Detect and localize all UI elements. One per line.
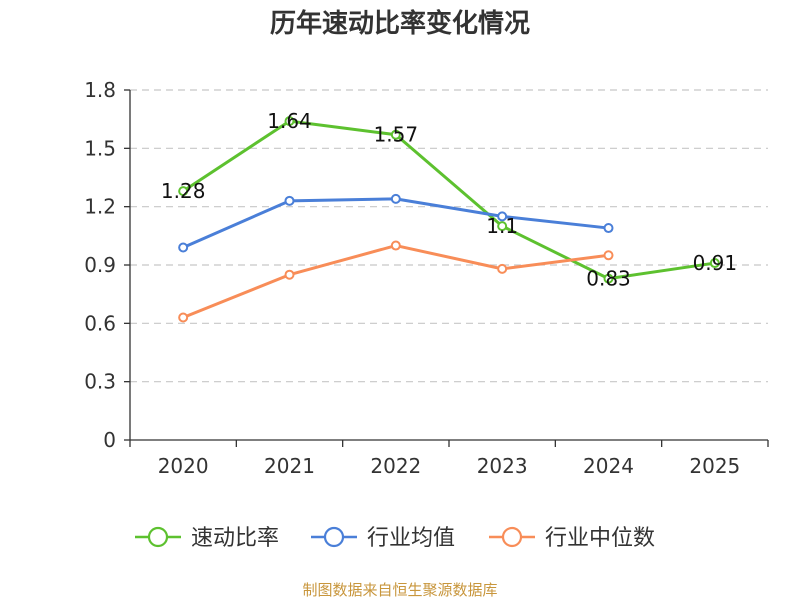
data-labels: 1.28 1.64 1.57 1.1 0.83 0.91 [161, 109, 737, 291]
data-label: 1.28 [161, 179, 206, 203]
data-point [390, 129, 401, 140]
x-tick-label: 2023 [477, 454, 528, 478]
x-tick-label: 2022 [370, 454, 421, 478]
x-tick-label: 2021 [264, 454, 315, 478]
y-tick-label: 1.8 [84, 78, 116, 102]
x-tick-label: 2024 [583, 454, 634, 478]
grid [130, 89, 768, 383]
data-point [284, 269, 295, 280]
y-tick-label: 1.2 [84, 195, 116, 219]
data-point [497, 211, 508, 222]
data-label: 0.91 [693, 251, 738, 275]
data-point [284, 116, 295, 127]
data-point [603, 273, 614, 284]
data-point [390, 240, 401, 251]
data-point [603, 250, 614, 261]
data-label: 1.64 [267, 109, 312, 133]
data-point [178, 242, 189, 253]
legend-marker-icon [501, 526, 523, 548]
legend-item-1[interactable]: 行业均值 [311, 526, 455, 551]
data-point [497, 263, 508, 274]
x-tick-label: 2025 [689, 454, 740, 478]
data-label: 0.83 [586, 267, 631, 291]
data-label: 1.57 [374, 123, 419, 147]
y-tick-label: 0.3 [84, 370, 116, 394]
legend-item-2[interactable]: 行业中位数 [489, 526, 655, 551]
series-line-0 [181, 119, 717, 281]
source-note: 制图数据来自恒生聚源数据库 [302, 581, 497, 599]
data-point [178, 312, 189, 323]
data-point [709, 258, 720, 269]
data-point [497, 221, 508, 232]
legend-label: 行业中位数 [545, 526, 655, 551]
legend-item-0[interactable]: 速动比率 [135, 526, 279, 551]
x-tick-label: 2020 [158, 454, 209, 478]
legend: 速动比率 行业均值 行业中位数 [135, 526, 655, 551]
data-point [284, 195, 295, 206]
legend-label: 速动比率 [191, 526, 279, 551]
series-line-2 [181, 244, 610, 319]
y-tick-label: 0 [103, 428, 116, 452]
y-tick-label: 0.6 [84, 311, 116, 335]
data-label: 1.1 [486, 214, 518, 238]
data-point [603, 223, 614, 234]
legend-marker-icon [147, 526, 169, 548]
legend-label: 行业均值 [367, 526, 455, 551]
axes: 0 0.3 0.6 0.9 1.2 1.5 1.8 2020 2021 2022 2023 2024 2… [84, 78, 769, 478]
legend-marker-icon [323, 526, 345, 548]
data-point [178, 186, 189, 197]
y-tick-label: 1.5 [84, 136, 116, 160]
y-tick-label: 0.9 [84, 253, 116, 277]
series [178, 116, 720, 323]
data-point [390, 193, 401, 204]
chart-title: 历年速动比率变化情况 [270, 8, 530, 39]
